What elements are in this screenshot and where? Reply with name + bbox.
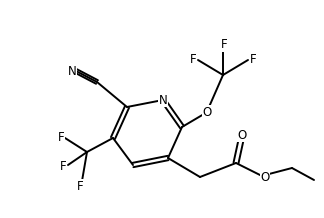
Text: F: F bbox=[190, 53, 196, 65]
Text: F: F bbox=[60, 160, 66, 172]
Text: O: O bbox=[237, 128, 247, 141]
Text: O: O bbox=[202, 106, 212, 119]
Text: F: F bbox=[250, 53, 256, 65]
Text: N: N bbox=[68, 65, 76, 78]
Text: N: N bbox=[159, 94, 168, 107]
Text: F: F bbox=[221, 39, 227, 51]
Text: F: F bbox=[77, 179, 83, 192]
Text: O: O bbox=[260, 170, 270, 184]
Text: F: F bbox=[58, 131, 64, 143]
